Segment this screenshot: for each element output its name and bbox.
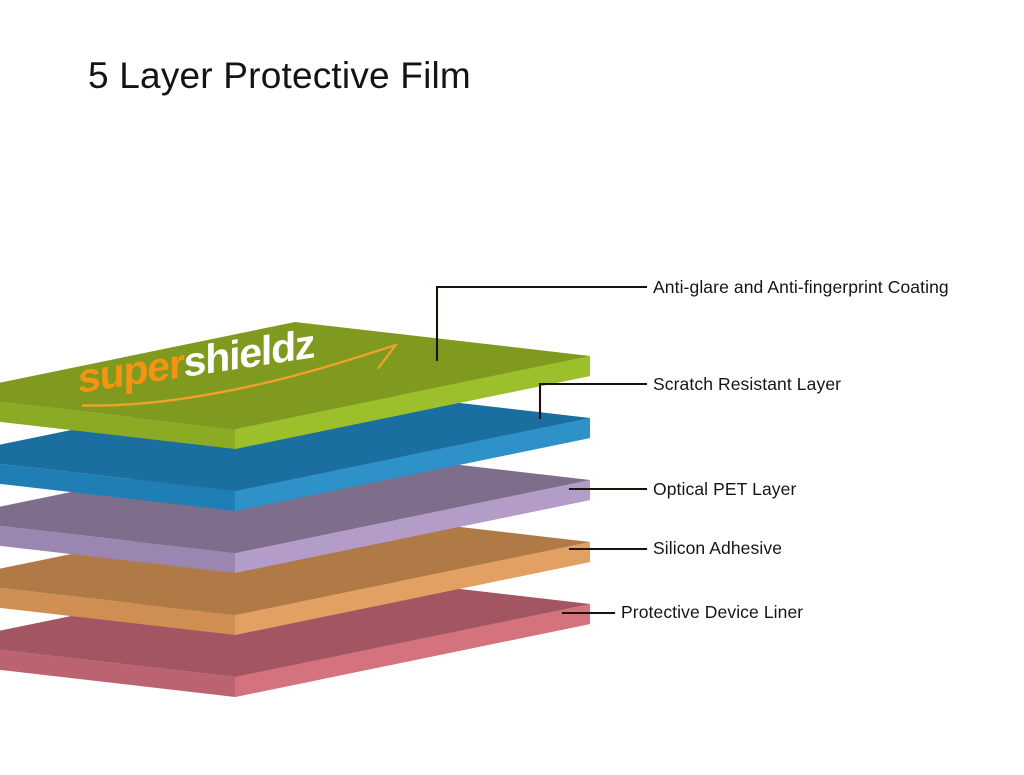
callout-label-protective-device-liner[interactable]: Protective Device Liner: [621, 602, 804, 622]
layer-2-top: [0, 384, 590, 491]
layer-3-side-front: [0, 480, 590, 573]
callout-label-scratch-resistant-layer[interactable]: Scratch Resistant Layer: [653, 374, 842, 394]
layer-3-top: [0, 446, 590, 553]
layer-2-side-front: [0, 418, 590, 511]
layer-slab-protective-device-liner[interactable]: [0, 570, 590, 697]
leader-line-scratch-resistant-layer: [538, 382, 648, 420]
layer-5-bevel-right: [235, 604, 590, 697]
layer-slab-silicon-adhesive[interactable]: [0, 508, 590, 635]
layer-4-bevel-right: [235, 542, 590, 635]
layer-1-side-front: [0, 356, 590, 449]
page-title: 5 Layer Protective Film: [88, 55, 471, 96]
leader-line-anti-glare-coating: [435, 285, 648, 362]
callout-label-anti-glare-coating[interactable]: Anti-glare and Anti-fingerprint Coating: [653, 277, 949, 297]
callout-label-silicon-adhesive[interactable]: Silicon Adhesive: [653, 538, 783, 558]
layer-4-side-front: [0, 542, 590, 635]
layer-3-bevel-right: [235, 480, 590, 573]
layer-slab-scratch-resistant-layer[interactable]: [0, 384, 590, 511]
layer-slab-optical-pet-layer[interactable]: [0, 446, 590, 573]
leader-lines: [435, 285, 648, 615]
layer-2-bevel-right: [235, 418, 590, 511]
callout-label-optical-pet-layer[interactable]: Optical PET Layer: [653, 479, 797, 499]
layer-5-side-front: [0, 604, 590, 697]
layer-4-top: [0, 508, 590, 615]
layer-5-top: [0, 570, 590, 677]
layer-1-bevel-right: [235, 356, 590, 449]
